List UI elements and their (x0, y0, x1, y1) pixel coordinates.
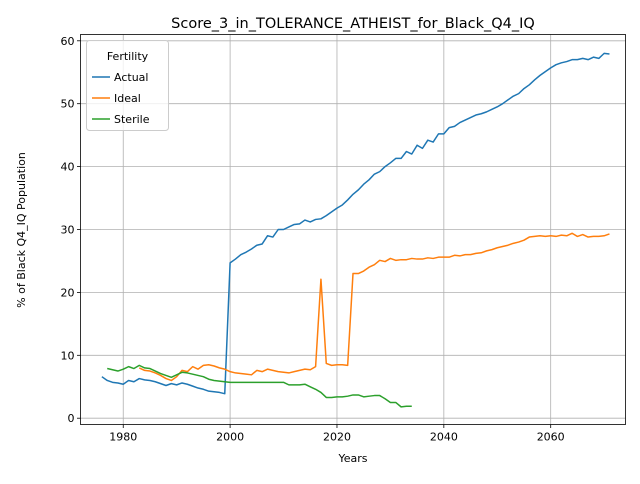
y-tick-label: 20 (61, 286, 75, 299)
legend-label-sterile: Sterile (114, 113, 150, 126)
y-tick-label: 0 (68, 412, 75, 425)
gridlines (80, 34, 626, 425)
y-tick-label: 30 (61, 224, 75, 237)
legend: Fertility Actual Ideal Sterile (86, 40, 169, 131)
x-tick-label: 2000 (216, 431, 244, 444)
x-tick-label: 1980 (109, 431, 137, 444)
y-tick-label: 40 (61, 161, 75, 174)
x-tick-label: 2060 (537, 431, 565, 444)
x-axis-label: Years (337, 452, 367, 465)
series-line-actual (101, 52, 610, 395)
x-tick-label: 2040 (430, 431, 458, 444)
x-tick-label: 2020 (323, 431, 351, 444)
y-tick-label: 10 (61, 349, 75, 362)
axis-ticks: 1980 2000 2020 2040 2060 0 10 20 30 40 50 60 (61, 35, 565, 444)
y-axis-label: % of Black Q4_IQ Population (15, 152, 28, 308)
y-tick-label: 50 (61, 98, 75, 111)
legend-box (86, 40, 169, 131)
series-lines (101, 52, 610, 408)
y-tick-label: 60 (61, 35, 75, 48)
legend-title: Fertility (107, 50, 149, 63)
legend-label-actual: Actual (114, 71, 148, 84)
series-line-ideal (138, 232, 610, 382)
legend-label-ideal: Ideal (114, 92, 141, 105)
chart-title: Score_3_in_TOLERANCE_ATHEIST_for_Black_Q… (171, 16, 535, 32)
series-line-sterile (107, 364, 412, 408)
legend-entries: Actual Ideal Sterile (92, 71, 150, 126)
